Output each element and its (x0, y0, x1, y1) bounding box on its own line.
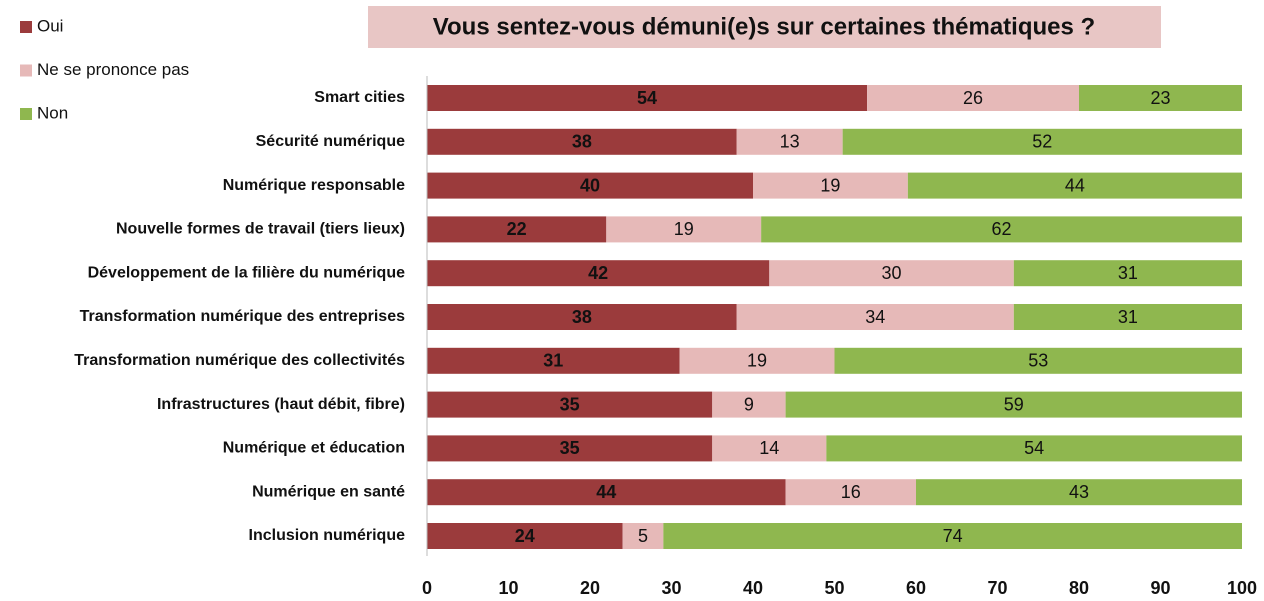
x-tick-label: 40 (743, 578, 763, 598)
data-label: 24 (515, 526, 535, 546)
bar-segment (785, 391, 1242, 418)
legend-swatch (20, 21, 32, 33)
category-label: Numérique et éducation (223, 440, 405, 457)
bar-segment (1013, 304, 1242, 330)
bar-segment (826, 435, 1242, 462)
data-label: 38 (572, 132, 592, 152)
bar-segment (907, 172, 1242, 199)
data-label: 31 (1118, 307, 1138, 327)
bar-segment (1079, 85, 1242, 111)
data-label: 19 (674, 219, 694, 239)
chart-title: Vous sentez-vous démuni(e)s sur certaine… (433, 13, 1095, 40)
bar-segment (427, 304, 737, 330)
bar-segment (712, 391, 786, 418)
data-label: 74 (943, 526, 963, 546)
data-label: 44 (596, 482, 616, 502)
x-tick-label: 90 (1150, 578, 1170, 598)
data-label: 38 (572, 307, 592, 327)
bar-segment (622, 523, 664, 549)
data-label: 54 (637, 88, 657, 108)
legend-label: Oui (37, 16, 63, 35)
data-label: 13 (780, 132, 800, 152)
data-label: 30 (882, 263, 902, 283)
bar-segment (427, 260, 770, 287)
x-tick-label: 20 (580, 578, 600, 598)
bar-segment (427, 216, 607, 243)
data-label: 40 (580, 175, 600, 195)
x-tick-label: 30 (661, 578, 681, 598)
bar-segment (834, 347, 1242, 374)
bar-segment (761, 216, 1242, 243)
bar-segment (769, 260, 1014, 287)
bar-segment (427, 85, 868, 111)
data-label: 34 (865, 307, 885, 327)
legend-label: Non (37, 103, 68, 122)
data-label: 14 (759, 438, 779, 458)
category-label: Numérique en santé (252, 483, 405, 500)
x-tick-label: 50 (824, 578, 844, 598)
data-label: 43 (1069, 482, 1089, 502)
data-label: 19 (820, 175, 840, 195)
data-label: 5 (638, 526, 648, 546)
category-label: Inclusion numérique (249, 527, 406, 544)
bar-segment (427, 128, 737, 155)
bar-segment (427, 479, 786, 506)
title-box (368, 6, 1161, 48)
data-label: 35 (560, 438, 580, 458)
data-label: 19 (747, 351, 767, 371)
bar-segment (916, 479, 1242, 506)
bar-segment (663, 523, 1242, 549)
data-label: 31 (543, 351, 563, 371)
bar-segment (427, 172, 753, 199)
bar-segment (736, 304, 1014, 330)
data-label: 54 (1024, 438, 1044, 458)
data-label: 9 (744, 394, 754, 414)
category-label: Numérique responsable (223, 177, 405, 194)
bar-segment (427, 391, 713, 418)
bar-segment (1013, 260, 1242, 287)
data-label: 22 (507, 219, 527, 239)
bar-segment (712, 435, 827, 462)
category-label: Smart cities (314, 89, 405, 106)
data-label: 16 (841, 482, 861, 502)
x-tick-label: 10 (498, 578, 518, 598)
bar-segment (427, 435, 713, 462)
bar-segment (679, 347, 835, 374)
data-label: 53 (1028, 351, 1048, 371)
data-label: 59 (1004, 394, 1024, 414)
data-label: 42 (588, 263, 608, 283)
legend-swatch (20, 108, 32, 120)
plot-area (427, 85, 1242, 549)
bar-segment (867, 85, 1079, 111)
bar-segment (736, 128, 843, 155)
bar-segment (842, 128, 1242, 155)
data-label: 23 (1150, 88, 1170, 108)
x-tick-label: 60 (906, 578, 926, 598)
legend-label: Ne se prononce pas (37, 60, 189, 79)
category-label: Développement de la filière du numérique (88, 264, 406, 281)
x-tick-label: 70 (987, 578, 1007, 598)
bar-segment (785, 479, 916, 506)
bar-segment (606, 216, 762, 243)
category-label: Infrastructures (haut débit, fibre) (157, 396, 405, 413)
legend-swatch (20, 64, 32, 77)
data-label: 62 (992, 219, 1012, 239)
x-tick-label: 0 (422, 578, 432, 598)
category-label: Nouvelle formes de travail (tiers lieux) (116, 221, 405, 238)
data-label: 31 (1118, 263, 1138, 283)
category-label: Transformation numérique des entreprises (80, 308, 406, 325)
bar-segment (427, 347, 680, 374)
data-label: 52 (1032, 132, 1052, 152)
data-label: 35 (560, 394, 580, 414)
category-label: Transformation numérique des collectivit… (74, 352, 405, 369)
data-label: 26 (963, 88, 983, 108)
x-tick-label: 80 (1069, 578, 1089, 598)
bar-segment (427, 523, 623, 549)
data-label: 44 (1065, 175, 1085, 195)
x-tick-label: 100 (1227, 578, 1257, 598)
category-label: Sécurité numérique (256, 133, 405, 150)
bar-segment (753, 172, 908, 199)
